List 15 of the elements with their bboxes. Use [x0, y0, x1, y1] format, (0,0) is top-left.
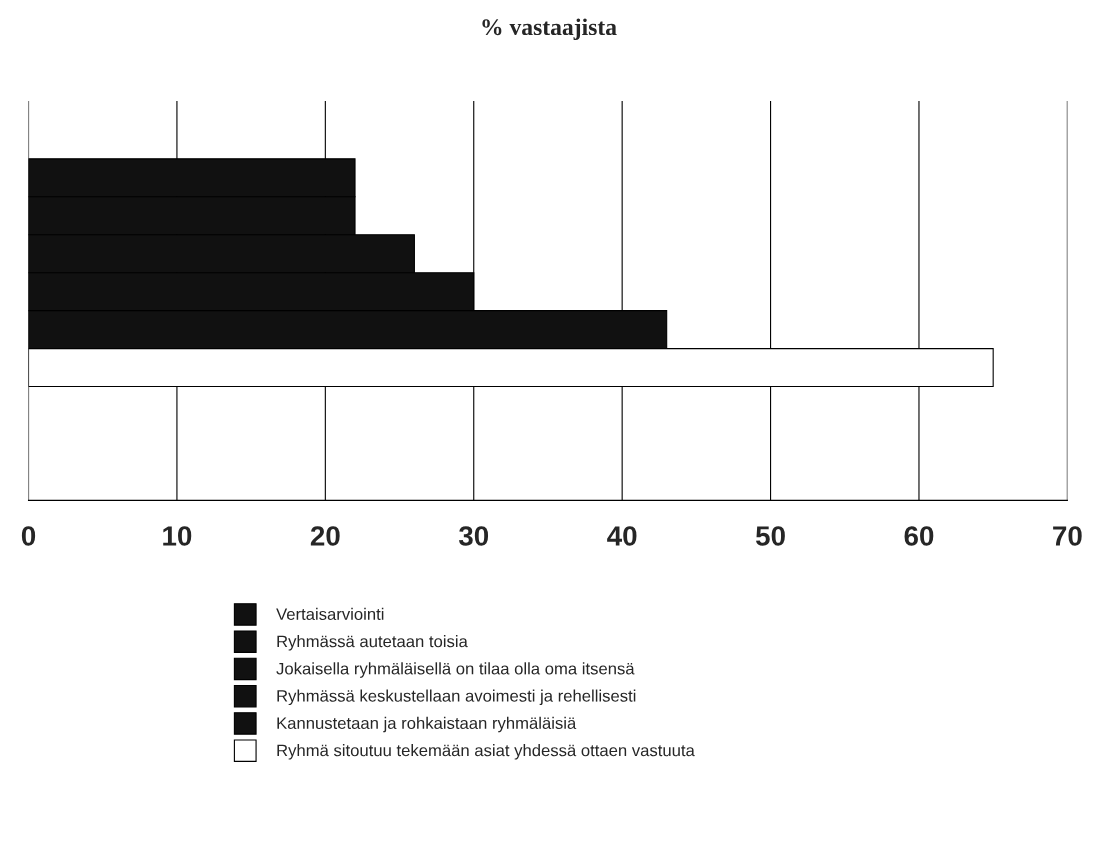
legend-label: Kannustetaan ja rohkaistaan ryhmäläisiä [277, 716, 577, 733]
x-tick-label: 40 [607, 526, 637, 546]
legend-label: Ryhmä sitoutuu tekemään asiat yhdessä ottaen vastuuta [277, 744, 695, 760]
legend-label: Vertaisarviointi [276, 607, 384, 621]
x-tick-label: 30 [458, 526, 489, 546]
x-tick-label: 0 [21, 526, 36, 546]
x-tick-label: 10 [163, 526, 192, 546]
x-tick-label: 70 [1053, 526, 1082, 546]
legend-label: Ryhmässä autetaan toisia [277, 635, 468, 651]
x-tick-label: 60 [904, 526, 934, 546]
legend-label: Jokaisella ryhmäläisellä on tilaa olla oma itsensä [276, 662, 635, 678]
legend-label: Ryhmässä keskustellaan avoimesti ja rehellisesti [277, 689, 636, 706]
chart-title: % vastaajista [482, 18, 617, 40]
x-tick-label: 20 [310, 526, 340, 546]
x-tick-label: 50 [755, 526, 785, 546]
